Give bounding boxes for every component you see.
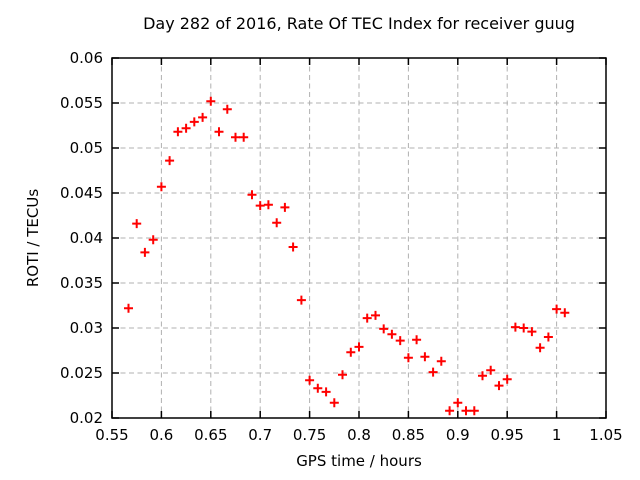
data-point-marker [445, 406, 455, 416]
data-point-marker [362, 313, 372, 323]
data-point-marker [189, 117, 199, 127]
chart-title: Day 282 of 2016, Rate Of TEC Index for r… [143, 14, 575, 33]
data-point-marker [469, 406, 479, 416]
data-point-marker [181, 123, 191, 133]
data-point-marker [239, 132, 249, 142]
data-point-marker [403, 353, 413, 363]
y-tick-label: 0.03 [70, 319, 103, 337]
data-point-marker [255, 201, 265, 211]
data-point-marker [395, 336, 405, 346]
data-point-marker [527, 327, 537, 337]
data-point-marker [560, 308, 570, 318]
data-point-marker [510, 322, 520, 332]
data-point-marker [535, 343, 545, 353]
data-point-marker [543, 332, 553, 342]
data-point-marker [263, 200, 273, 210]
data-point-marker [206, 96, 216, 106]
data-point-marker [272, 218, 282, 228]
x-tick-label: 0.7 [248, 426, 272, 444]
x-tick-label: 0.9 [446, 426, 470, 444]
data-point-marker [198, 112, 208, 122]
data-point-marker [461, 406, 471, 416]
data-point-marker [494, 381, 504, 391]
x-tick-label: 0.6 [149, 426, 173, 444]
data-point-marker [338, 370, 347, 380]
y-tick-label: 0.02 [70, 409, 103, 427]
data-point-marker [222, 104, 232, 114]
data-point-marker [502, 374, 512, 384]
y-tick-label: 0.035 [60, 274, 103, 292]
y-tick-label: 0.045 [60, 184, 103, 202]
data-point-marker [140, 247, 150, 257]
data-point-marker [387, 329, 397, 339]
data-point-marker [148, 235, 158, 245]
data-point-marker [124, 303, 133, 313]
data-point-marker [132, 219, 142, 229]
data-point-marker [519, 323, 529, 333]
data-point-marker [371, 310, 380, 320]
x-tick-label: 0.75 [293, 426, 326, 444]
data-point-marker [436, 356, 446, 366]
y-tick-label: 0.05 [70, 139, 103, 157]
data-point-marker [296, 295, 306, 305]
x-tick-label: 0.55 [95, 426, 128, 444]
data-point-marker [486, 365, 496, 375]
data-point-marker [173, 127, 183, 137]
data-point-marker [379, 324, 389, 334]
data-point-marker [247, 190, 257, 200]
data-point-marker [552, 304, 562, 314]
data-point-marker [313, 383, 323, 393]
data-point-marker [478, 371, 487, 381]
data-point-marker [321, 387, 331, 397]
x-tick-label: 0.95 [490, 426, 523, 444]
x-tick-label: 1.05 [589, 426, 622, 444]
y-tick-label: 0.04 [70, 229, 103, 247]
data-point-marker [305, 375, 315, 385]
data-point-marker [231, 132, 240, 142]
data-point-marker [453, 398, 463, 408]
y-tick-label: 0.055 [60, 94, 103, 112]
x-tick-label: 0.8 [347, 426, 371, 444]
x-axis-label: GPS time / hours [296, 452, 422, 470]
data-point-marker [280, 202, 290, 212]
data-point-marker [329, 398, 339, 408]
data-point-marker [420, 352, 430, 362]
x-tick-label: 0.85 [392, 426, 425, 444]
x-tick-label: 0.65 [194, 426, 227, 444]
y-axis-label: ROTI / TECUs [24, 188, 42, 288]
data-point-marker [214, 127, 224, 137]
y-tick-label: 0.06 [70, 49, 103, 67]
data-point-marker [428, 367, 438, 377]
data-point-marker [346, 347, 356, 357]
y-tick-label: 0.025 [60, 364, 103, 382]
data-point-marker [288, 242, 298, 252]
data-point-marker [354, 342, 364, 352]
x-tick-label: 1 [552, 426, 562, 444]
data-point-marker [412, 335, 422, 345]
data-point-marker [156, 182, 166, 192]
data-point-marker [165, 156, 175, 166]
